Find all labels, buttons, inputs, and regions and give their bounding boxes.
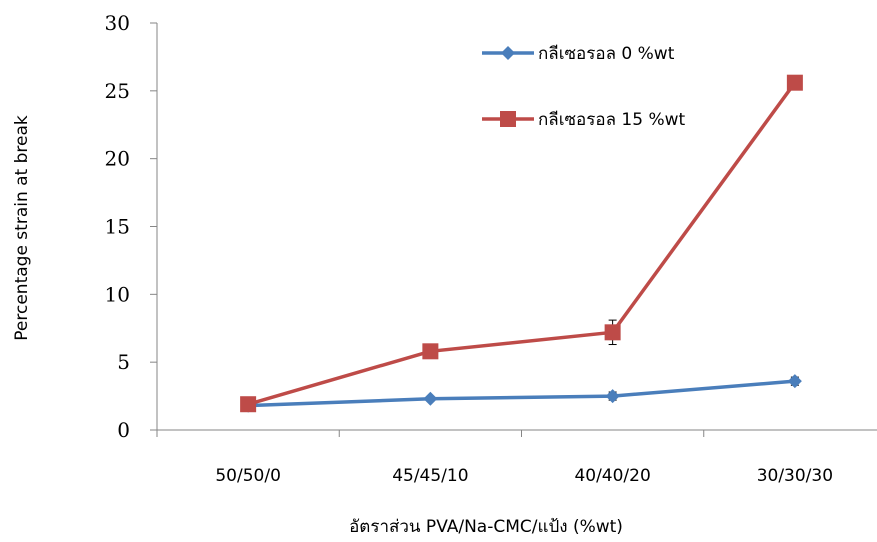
- y-tick-label: 15: [105, 215, 130, 239]
- legend-marker: [501, 46, 515, 60]
- x-tick-label: 45/45/10: [392, 466, 468, 486]
- y-axis-title: Percentage strain at break: [12, 115, 32, 341]
- legend-item-1: กลีเซอรอล 0 %wt: [482, 44, 675, 64]
- series-line: [247, 81, 797, 406]
- y-ticks: 0 5 10 15 20 25 30: [105, 11, 157, 442]
- y-tick-label: 20: [105, 147, 130, 171]
- data-point: [423, 391, 438, 406]
- y-tick-label: 30: [105, 11, 130, 35]
- legend-label: กลีเซอรอล 15 %wt: [538, 110, 686, 130]
- y-tick-label: 10: [105, 282, 130, 306]
- x-tick-label: 30/30/30: [757, 466, 833, 486]
- series-1: [241, 374, 802, 413]
- series-layer: [240, 74, 803, 413]
- legend-marker: [500, 111, 516, 127]
- data-point: [422, 343, 439, 360]
- data-point: [786, 74, 803, 91]
- x-axis-title: อัตราส่วน PVA/Na-CMC/แป้ง (%wt): [349, 517, 623, 537]
- y-tick-label: 5: [117, 350, 130, 374]
- data-point: [604, 324, 621, 341]
- data-point: [240, 396, 257, 413]
- y-tick-label: 25: [105, 79, 130, 103]
- x-tick-label: 40/40/20: [574, 466, 650, 486]
- x-tick-label: 50/50/0: [215, 466, 281, 486]
- legend: กลีเซอรอล 0 %wt กลีเซอรอล 15 %wt: [482, 44, 686, 130]
- series-line: [248, 379, 796, 408]
- y-tick-label: 0: [117, 418, 130, 442]
- x-ticks: 50/50/0 45/45/10 40/40/20 30/30/30: [156, 430, 833, 486]
- y-axis: 0 5 10 15 20 25 30: [105, 11, 158, 442]
- x-axis: 50/50/0 45/45/10 40/40/20 30/30/30: [156, 429, 877, 486]
- data-point: [787, 374, 802, 389]
- series-2: [240, 74, 803, 413]
- legend-label: กลีเซอรอล 0 %wt: [538, 44, 675, 64]
- data-point: [605, 389, 620, 404]
- legend-item-2: กลีเซอรอล 15 %wt: [482, 110, 686, 130]
